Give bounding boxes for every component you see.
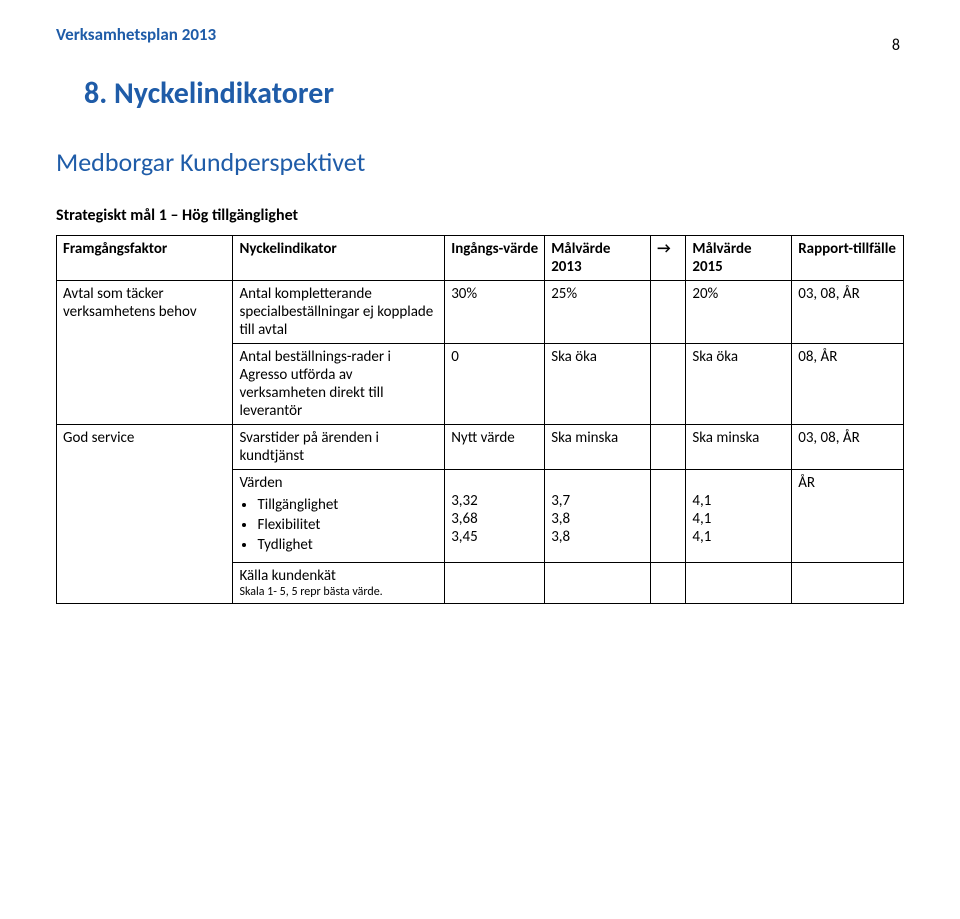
cell-m2013: Ska öka — [545, 344, 651, 425]
varden-label: Värden — [239, 474, 438, 492]
m2013-c: 3,8 — [551, 528, 644, 546]
section-title: 8. Nyckelindikatorer — [84, 75, 904, 112]
cell-empty — [686, 563, 792, 604]
col-rapporttillfalle: Rapport-tillfälle — [792, 236, 904, 281]
cell-ingang: 3,32 3,68 3,45 — [445, 470, 545, 563]
col-malvarde-2013: Målvärde 2013 — [545, 236, 651, 281]
kpi-table: Framgångsfaktor Nyckelindikator Ingångs-… — [56, 235, 904, 604]
ingang-c: 3,45 — [451, 528, 538, 546]
cell-m2013: Ska minska — [545, 425, 651, 470]
bullet-tydlighet: Tydlighet — [257, 536, 438, 554]
cell-empty — [792, 563, 904, 604]
ingang-b: 3,68 — [451, 510, 538, 528]
page-number: 8 — [892, 36, 900, 55]
cell-indikator: Antal beställnings-rader i Agresso utför… — [233, 344, 445, 425]
cell-m2015: 20% — [686, 281, 792, 344]
m2013-b: 3,8 — [551, 510, 644, 528]
cell-empty — [545, 563, 651, 604]
col-malvarde-2015: Målvärde 2015 — [686, 236, 792, 281]
cell-ingang: 0 — [445, 344, 545, 425]
document-title: Verksamhetsplan 2013 — [56, 24, 904, 45]
cell-arrow — [651, 281, 686, 344]
cell-m2013: 3,7 3,8 3,8 — [545, 470, 651, 563]
col-arrow: → — [651, 236, 686, 281]
cell-indikator: Värden Tillgänglighet Flexibilitet Tydli… — [233, 470, 445, 563]
cell-faktor: Avtal som täcker verksamhetens behov — [57, 281, 233, 425]
cell-ingang: Nytt värde — [445, 425, 545, 470]
cell-faktor: God service — [57, 425, 233, 604]
cell-empty — [651, 563, 686, 604]
m2015-b: 4,1 — [692, 510, 785, 528]
cell-rapport: 03, 08, ÅR — [792, 425, 904, 470]
m2015-a: 4,1 — [692, 492, 785, 510]
table-row: Avtal som täcker verksamhetens behov Ant… — [57, 281, 904, 344]
m2015-c: 4,1 — [692, 528, 785, 546]
cell-m2013: 25% — [545, 281, 651, 344]
cell-source: Källa kundenkät Skala 1- 5, 5 repr bästa… — [233, 563, 445, 604]
page: Verksamhetsplan 2013 8 8. Nyckelindikato… — [0, 0, 960, 919]
cell-ingang: 30% — [445, 281, 545, 344]
col-framgangsfaktor: Framgångsfaktor — [57, 236, 233, 281]
ingang-a: 3,32 — [451, 492, 538, 510]
strategic-goal: Strategiskt mål 1 – Hög tillgänglighet — [56, 206, 904, 225]
cell-indikator: Svarstider på ärenden i kundtjänst — [233, 425, 445, 470]
cell-indikator: Antal kompletterande specialbeställninga… — [233, 281, 445, 344]
cell-m2015: Ska minska — [686, 425, 792, 470]
cell-empty — [445, 563, 545, 604]
cell-arrow — [651, 344, 686, 425]
varden-bullets: Tillgänglighet Flexibilitet Tydlighet — [257, 496, 438, 554]
cell-rapport: 03, 08, ÅR — [792, 281, 904, 344]
table-header-row: Framgångsfaktor Nyckelindikator Ingångs-… — [57, 236, 904, 281]
table-row: God service Svarstider på ärenden i kund… — [57, 425, 904, 470]
col-ingangsvarde: Ingångs-värde — [445, 236, 545, 281]
cell-arrow — [651, 425, 686, 470]
cell-rapport: 08, ÅR — [792, 344, 904, 425]
col-nyckelindikator: Nyckelindikator — [233, 236, 445, 281]
source-line: Källa kundenkät — [239, 567, 438, 585]
m2013-a: 3,7 — [551, 492, 644, 510]
cell-rapport: ÅR — [792, 470, 904, 563]
cell-m2015: 4,1 4,1 4,1 — [686, 470, 792, 563]
bullet-flexibilitet: Flexibilitet — [257, 516, 438, 534]
bullet-tillganglighet: Tillgänglighet — [257, 496, 438, 514]
source-scale: Skala 1- 5, 5 repr bästa värde. — [239, 585, 438, 599]
cell-arrow — [651, 470, 686, 563]
cell-m2015: Ska öka — [686, 344, 792, 425]
subsection-title: Medborgar Kundperspektivet — [56, 146, 904, 178]
